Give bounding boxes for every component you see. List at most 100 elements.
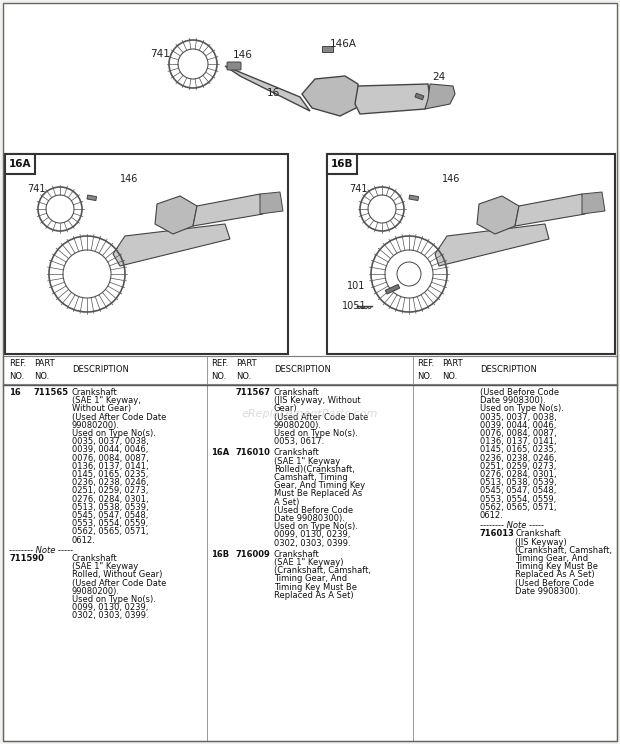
Text: Used on Type No(s).: Used on Type No(s). (274, 522, 358, 531)
Text: (Used After Code Date: (Used After Code Date (72, 413, 166, 422)
Text: NO.: NO. (9, 372, 24, 381)
Text: (Used Before Code: (Used Before Code (480, 388, 559, 397)
Bar (327, 154, 357, 174)
Text: Must Be Replaced As: Must Be Replaced As (274, 490, 362, 498)
Text: Used on Type No(s).: Used on Type No(s). (72, 429, 156, 438)
Text: Timing Gear, And: Timing Gear, And (274, 574, 347, 583)
Text: DESCRIPTION: DESCRIPTION (480, 365, 537, 374)
Polygon shape (193, 194, 263, 226)
Bar (87, 195, 97, 201)
FancyBboxPatch shape (322, 46, 334, 53)
Text: 0302, 0303, 0399.: 0302, 0303, 0399. (274, 539, 351, 548)
Text: -------- Note -----: -------- Note ----- (9, 546, 73, 555)
Text: Camshaft, Timing: Camshaft, Timing (274, 473, 348, 482)
Text: 0545, 0547, 0548,: 0545, 0547, 0548, (480, 487, 556, 496)
Polygon shape (155, 196, 197, 234)
Text: 16A: 16A (211, 449, 229, 458)
Text: DESCRIPTION: DESCRIPTION (72, 365, 129, 374)
Text: 16: 16 (9, 388, 20, 397)
Text: (SAE 1" Keyway: (SAE 1" Keyway (274, 457, 340, 466)
Text: PART: PART (442, 359, 463, 368)
Text: REF.: REF. (9, 359, 26, 368)
Text: Without Gear): Without Gear) (72, 405, 131, 414)
Text: (Used After Code Date: (Used After Code Date (72, 579, 166, 588)
Text: (SAE 1" Keyway): (SAE 1" Keyway) (274, 558, 343, 567)
Text: NO.: NO. (442, 372, 458, 381)
Text: Rolled)(Crankshaft,: Rolled)(Crankshaft, (274, 465, 355, 474)
Text: A Set): A Set) (274, 498, 299, 507)
Text: Crankshaft: Crankshaft (274, 550, 320, 559)
Text: 0076, 0084, 0087,: 0076, 0084, 0087, (480, 429, 557, 438)
Text: 0562, 0565, 0571,: 0562, 0565, 0571, (480, 503, 557, 512)
Text: 0513, 0538, 0539,: 0513, 0538, 0539, (72, 503, 149, 512)
Bar (409, 195, 419, 201)
Text: -------- Note -----: -------- Note ----- (480, 522, 544, 530)
Polygon shape (435, 224, 549, 266)
Text: 146A: 146A (330, 39, 357, 49)
Text: 0076, 0084, 0087,: 0076, 0084, 0087, (72, 454, 149, 463)
Text: Date 9908300).: Date 9908300). (515, 587, 580, 596)
Text: PART: PART (34, 359, 55, 368)
Text: 716009: 716009 (236, 550, 271, 559)
Text: Crankshaft: Crankshaft (515, 530, 560, 539)
Text: 0236, 0238, 0246,: 0236, 0238, 0246, (480, 454, 557, 463)
Text: 0039, 0044, 0046,: 0039, 0044, 0046, (72, 446, 148, 455)
Text: 0276, 0284, 0301,: 0276, 0284, 0301, (480, 470, 557, 479)
Text: 741: 741 (349, 184, 368, 194)
Text: Crankshaft: Crankshaft (72, 554, 118, 563)
Polygon shape (113, 224, 230, 266)
Text: 101: 101 (347, 281, 365, 291)
Text: (JIS Keyway): (JIS Keyway) (515, 538, 567, 547)
Text: (Crankshaft, Camshaft,: (Crankshaft, Camshaft, (274, 566, 371, 575)
Text: REF.: REF. (211, 359, 228, 368)
Text: Crankshaft: Crankshaft (274, 449, 320, 458)
Text: Used on Type No(s).: Used on Type No(s). (72, 595, 156, 604)
Text: 99080200).: 99080200). (72, 421, 120, 430)
Text: 99080200).: 99080200). (274, 421, 322, 430)
Text: (SAE 1" Keyway: (SAE 1" Keyway (72, 562, 138, 571)
Text: Used on Type No(s).: Used on Type No(s). (480, 405, 564, 414)
Text: 716013: 716013 (480, 530, 515, 539)
Text: Rolled, Without Gear): Rolled, Without Gear) (72, 571, 162, 580)
Text: 741: 741 (150, 49, 170, 59)
Text: 16B: 16B (331, 159, 353, 169)
Polygon shape (260, 192, 283, 214)
Text: 1051: 1051 (342, 301, 366, 311)
Text: Date 99080300).: Date 99080300). (274, 514, 345, 523)
Text: (JIS Keyway, Without: (JIS Keyway, Without (274, 397, 361, 405)
Text: 24: 24 (432, 72, 445, 82)
Text: 0035, 0037, 0038,: 0035, 0037, 0038, (480, 413, 557, 422)
Text: 0053, 0617.: 0053, 0617. (274, 437, 324, 446)
Text: 0562, 0565, 0571,: 0562, 0565, 0571, (72, 527, 149, 536)
Text: 146: 146 (442, 174, 461, 184)
Text: Timing Gear, And: Timing Gear, And (515, 554, 588, 563)
Bar (5, 154, 35, 174)
Text: 16B: 16B (211, 550, 229, 559)
Text: 0612.: 0612. (72, 536, 95, 545)
Text: 0251, 0259, 0273,: 0251, 0259, 0273, (72, 487, 148, 496)
Text: DESCRIPTION: DESCRIPTION (274, 365, 331, 374)
Bar (3, 356, 617, 741)
Text: 0136, 0137, 0141,: 0136, 0137, 0141, (72, 462, 149, 471)
Text: 0145, 0165, 0235,: 0145, 0165, 0235, (480, 446, 556, 455)
Text: (Used Before Code: (Used Before Code (274, 506, 353, 515)
Text: PART: PART (236, 359, 257, 368)
Text: (SAE 1" Keyway,: (SAE 1" Keyway, (72, 397, 141, 405)
Text: 0145, 0165, 0235,: 0145, 0165, 0235, (72, 470, 148, 479)
Text: REF.: REF. (417, 359, 434, 368)
Text: (Used After Code Date: (Used After Code Date (274, 413, 368, 422)
Text: Crankshaft: Crankshaft (274, 388, 320, 397)
Text: NO.: NO. (417, 372, 432, 381)
Text: 0251, 0259, 0273,: 0251, 0259, 0273, (480, 462, 556, 471)
Text: Gear): Gear) (274, 405, 298, 414)
Text: 711567: 711567 (236, 388, 271, 397)
Polygon shape (425, 84, 455, 109)
Text: Replaced As A Set): Replaced As A Set) (515, 571, 595, 580)
Text: 99080200).: 99080200). (72, 587, 120, 596)
Text: 716010: 716010 (236, 449, 271, 458)
Text: (Used Before Code: (Used Before Code (515, 579, 594, 588)
Text: NO.: NO. (34, 372, 49, 381)
Text: 16A: 16A (9, 159, 32, 169)
Text: Replaced As A Set): Replaced As A Set) (274, 591, 353, 600)
Text: 16: 16 (267, 88, 280, 98)
